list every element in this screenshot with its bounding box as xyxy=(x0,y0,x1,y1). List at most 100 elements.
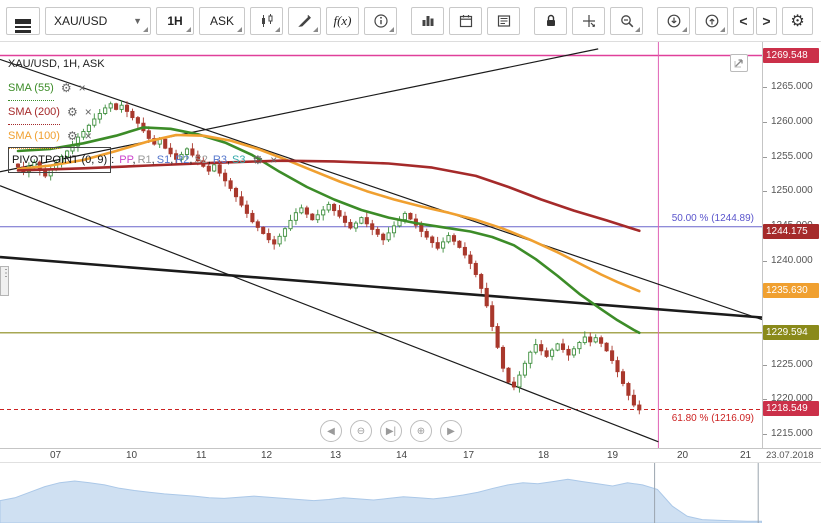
indicator-row-pivot: PIVOTPOINT (0, 9) : PP, R1, S1, R2, S2, R3, S3… xyxy=(8,147,278,173)
close-icon[interactable]: × xyxy=(84,129,92,143)
calendar-icon xyxy=(459,14,472,27)
trend-line-4[interactable] xyxy=(0,185,659,443)
time-tick: 19 xyxy=(607,450,619,461)
pivot-token-s1: S1 xyxy=(156,154,171,166)
price-tick: 1265.000 xyxy=(763,81,813,92)
time-tick: 17 xyxy=(463,450,475,461)
sma200-label[interactable]: SMA (200) xyxy=(8,100,60,125)
trend-line-3[interactable] xyxy=(0,255,762,319)
calendar-button[interactable] xyxy=(449,6,482,35)
last-price-badge: 1218.549 xyxy=(763,401,819,416)
chart-navigator[interactable] xyxy=(0,462,821,524)
sma200-price-badge: 1244.175 xyxy=(763,224,819,239)
pencil-icon xyxy=(297,14,311,27)
timeframe-select[interactable]: 1H xyxy=(156,6,194,35)
fx-icon: f(x) xyxy=(333,12,352,28)
pan-right-button[interactable]: ▶ xyxy=(440,420,462,442)
side-panel-handle[interactable]: ⋮ xyxy=(0,266,11,296)
navigator-canvas[interactable] xyxy=(0,463,763,524)
time-tick: 07 xyxy=(50,450,62,461)
pivot-token-pp: PP xyxy=(119,154,133,166)
gear-icon: ⚙ xyxy=(790,12,805,30)
lock-icon xyxy=(546,14,555,26)
volume-button[interactable] xyxy=(411,6,444,35)
symbol-select[interactable]: XAU/USD ▼ xyxy=(45,6,151,35)
sma-100-line[interactable] xyxy=(16,133,641,293)
arrow-down-circle-icon xyxy=(667,14,680,27)
time-axis[interactable]: 23.07.2018 07 10 11 12 13 14 17 18 19 20 21 xyxy=(0,448,821,462)
price-tick: 1250.000 xyxy=(763,185,813,196)
back-button[interactable]: < xyxy=(733,6,754,35)
info-icon xyxy=(373,13,388,28)
last-date-label: 23.07.2018 xyxy=(766,450,814,461)
crosshair-button[interactable] xyxy=(572,6,605,35)
load-layout-button[interactable] xyxy=(695,6,728,35)
price-tick: 1225.000 xyxy=(763,359,813,370)
gear-icon[interactable]: ⚙ xyxy=(60,81,72,95)
period-high-price-badge: 1269.548 xyxy=(763,48,819,63)
indicator-row-sma55: SMA (55) ⚙ × xyxy=(8,76,277,101)
draw-button[interactable] xyxy=(288,6,321,35)
lock-button[interactable] xyxy=(534,6,567,35)
price-tick: 1260.000 xyxy=(763,116,813,127)
sma100-price-badge: 1235.630 xyxy=(763,283,819,298)
time-tick: 14 xyxy=(396,450,408,461)
trend-line-2[interactable] xyxy=(0,48,599,173)
chart-title: XAU/USD, 1H, ASK xyxy=(8,58,105,70)
chevron-left-icon: < xyxy=(739,12,748,29)
candlestick-icon xyxy=(261,13,272,27)
price-axis[interactable]: 1265.0001260.0001255.0001250.0001245.000… xyxy=(762,42,821,448)
time-tick: 11 xyxy=(196,450,207,461)
crosshair-icon xyxy=(582,14,595,27)
close-icon[interactable]: × xyxy=(78,81,86,95)
price-type-label: ASK xyxy=(209,13,234,28)
zoom-in-button[interactable]: ⊕ xyxy=(410,420,432,442)
fib-level-label: 50.00 % (1244.89) xyxy=(671,213,754,224)
price-chart-canvas[interactable] xyxy=(0,42,762,448)
detach-chart-button[interactable] xyxy=(730,54,748,72)
info-button[interactable] xyxy=(364,6,397,35)
price-tick: 1220.000 xyxy=(763,393,813,404)
gear-icon[interactable]: ⚙ xyxy=(66,105,78,119)
fib-level-label: 61.80 % (1216.09) xyxy=(671,413,754,424)
external-arrow-icon xyxy=(734,59,743,68)
sma-200-line[interactable] xyxy=(16,159,641,233)
toolbar: XAU/USD ▼ 1H ASK f(x) xyxy=(0,0,821,42)
sma-55-line[interactable] xyxy=(16,126,641,335)
pivot-token-s2: S2 xyxy=(194,154,208,166)
navigator-area xyxy=(0,478,763,524)
gear-icon[interactable]: ⚙ xyxy=(252,153,264,167)
price-type-select[interactable]: ASK xyxy=(199,6,245,35)
close-icon[interactable]: × xyxy=(84,105,92,119)
sma100-label[interactable]: SMA (100) xyxy=(8,124,60,149)
zoom-out-button[interactable]: ⊖ xyxy=(350,420,372,442)
forward-button[interactable]: > xyxy=(756,6,777,35)
settings-button[interactable]: ⚙ xyxy=(782,6,813,35)
chart-legend: XAU/USD, 1H, ASK SMA (55) ⚙ × SMA (200) … xyxy=(8,52,278,173)
indicators-button[interactable]: f(x) xyxy=(326,6,359,35)
indicator-row-sma200: SMA (200) ⚙ × xyxy=(8,100,277,125)
chevron-down-icon: ▼ xyxy=(133,15,142,26)
bar-chart-icon xyxy=(422,15,433,26)
timeframe-label: 1H xyxy=(167,13,183,28)
candles xyxy=(15,100,642,415)
pivot-token-r3: R3 xyxy=(212,154,227,166)
chart-type-button[interactable] xyxy=(250,6,283,35)
pivot-label[interactable]: PIVOTPOINT (0, 9) xyxy=(8,147,112,173)
sma55-label[interactable]: SMA (55) xyxy=(8,76,54,101)
price-tick: 1255.000 xyxy=(763,151,813,162)
time-tick: 20 xyxy=(677,450,689,461)
arrow-up-circle-icon xyxy=(705,14,718,27)
close-icon[interactable]: × xyxy=(270,153,278,167)
magnifier-icon xyxy=(620,14,633,27)
save-layout-button[interactable] xyxy=(657,6,690,35)
time-tick: 13 xyxy=(330,450,342,461)
time-tick: 10 xyxy=(126,450,138,461)
jump-latest-button[interactable]: ▶| xyxy=(380,420,402,442)
menu-button[interactable] xyxy=(6,6,40,35)
pan-left-button[interactable]: ◀ xyxy=(320,420,342,442)
zoom-button[interactable] xyxy=(610,6,643,35)
gear-icon[interactable]: ⚙ xyxy=(66,129,78,143)
pivot-token-r1: R1 xyxy=(137,154,152,166)
news-button[interactable] xyxy=(487,6,520,35)
